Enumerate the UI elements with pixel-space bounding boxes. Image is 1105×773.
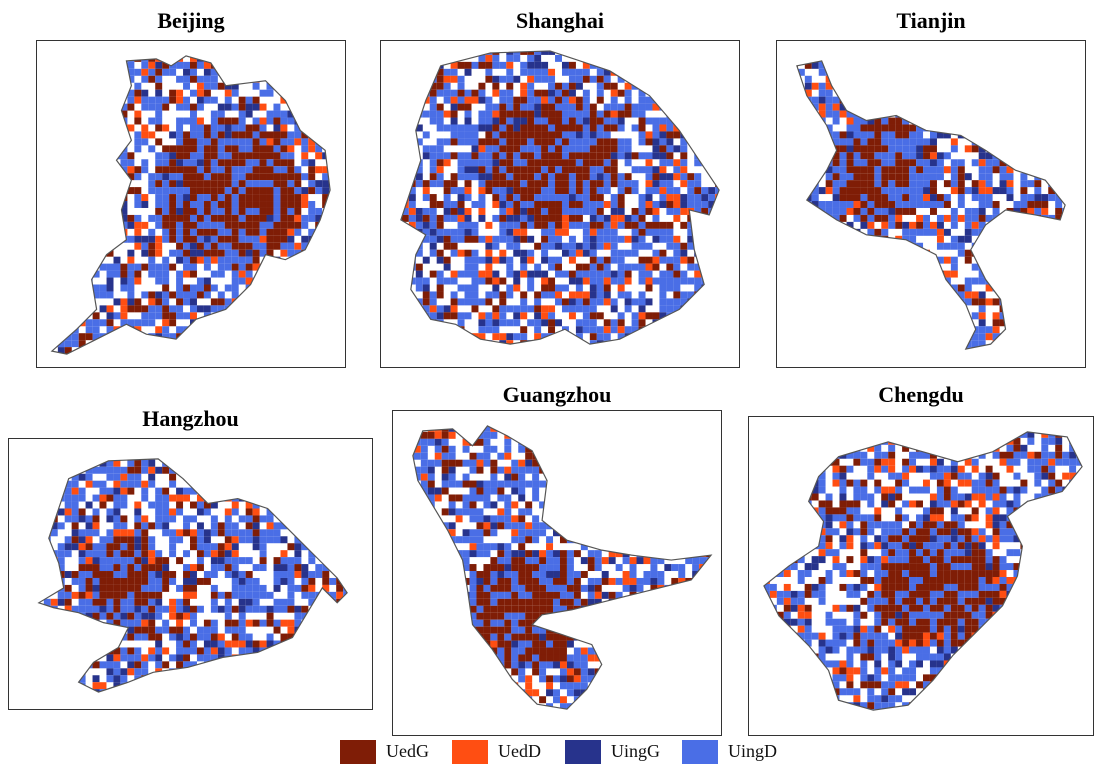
map-shanghai	[400, 50, 720, 345]
map-panel-tianjin: Tianjin	[776, 0, 1086, 370]
map-hangzhou	[37, 458, 348, 693]
map-frame-beijing	[36, 40, 346, 368]
map-cells	[763, 431, 1083, 711]
map-cells	[796, 60, 1066, 350]
map-panel-shanghai: Shanghai	[380, 0, 740, 370]
map-panel-hangzhou: Hangzhou	[8, 400, 373, 712]
map-chengdu	[763, 431, 1083, 711]
map-title-tianjin: Tianjin	[896, 8, 966, 33]
map-panel-beijing: Beijing	[36, 0, 346, 370]
legend-swatch-uingg	[565, 740, 601, 764]
city-boundary	[400, 50, 720, 345]
legend-swatch-uedd	[452, 740, 488, 764]
legend-swatch-uedg	[340, 740, 376, 764]
map-frame-guangzhou	[392, 410, 722, 736]
map-frame-hangzhou	[8, 438, 373, 710]
map-frame-chengdu	[748, 416, 1094, 736]
legend-label-uedg: UedG	[386, 741, 429, 761]
map-cells	[412, 425, 712, 710]
map-tianjin	[796, 60, 1066, 350]
map-beijing	[50, 55, 331, 355]
map-panel-guangzhou: Guangzhou	[392, 378, 722, 738]
map-frame-shanghai	[380, 40, 740, 368]
map-title-guangzhou: Guangzhou	[502, 382, 612, 407]
legend-label-uingd: UingD	[728, 741, 777, 761]
map-title-hangzhou: Hangzhou	[142, 406, 239, 431]
map-cells	[38, 458, 348, 693]
legend-swatch-uingd	[682, 740, 718, 764]
city-boundary	[796, 60, 1066, 350]
map-frame-tianjin	[776, 40, 1086, 368]
legend-label-uedd: UedD	[498, 741, 541, 761]
map-title-beijing: Beijing	[157, 8, 225, 33]
legend-label-uingg: UingG	[611, 741, 660, 761]
city-boundary	[37, 458, 348, 693]
map-cells	[400, 50, 720, 345]
map-title-shanghai: Shanghai	[515, 8, 605, 33]
city-boundary	[763, 431, 1083, 711]
map-cells	[51, 55, 331, 355]
map-title-chengdu: Chengdu	[878, 382, 964, 407]
city-boundary	[50, 55, 331, 355]
map-panel-chengdu: Chengdu	[748, 378, 1094, 738]
city-boundary	[412, 425, 713, 710]
map-guangzhou	[412, 425, 713, 710]
